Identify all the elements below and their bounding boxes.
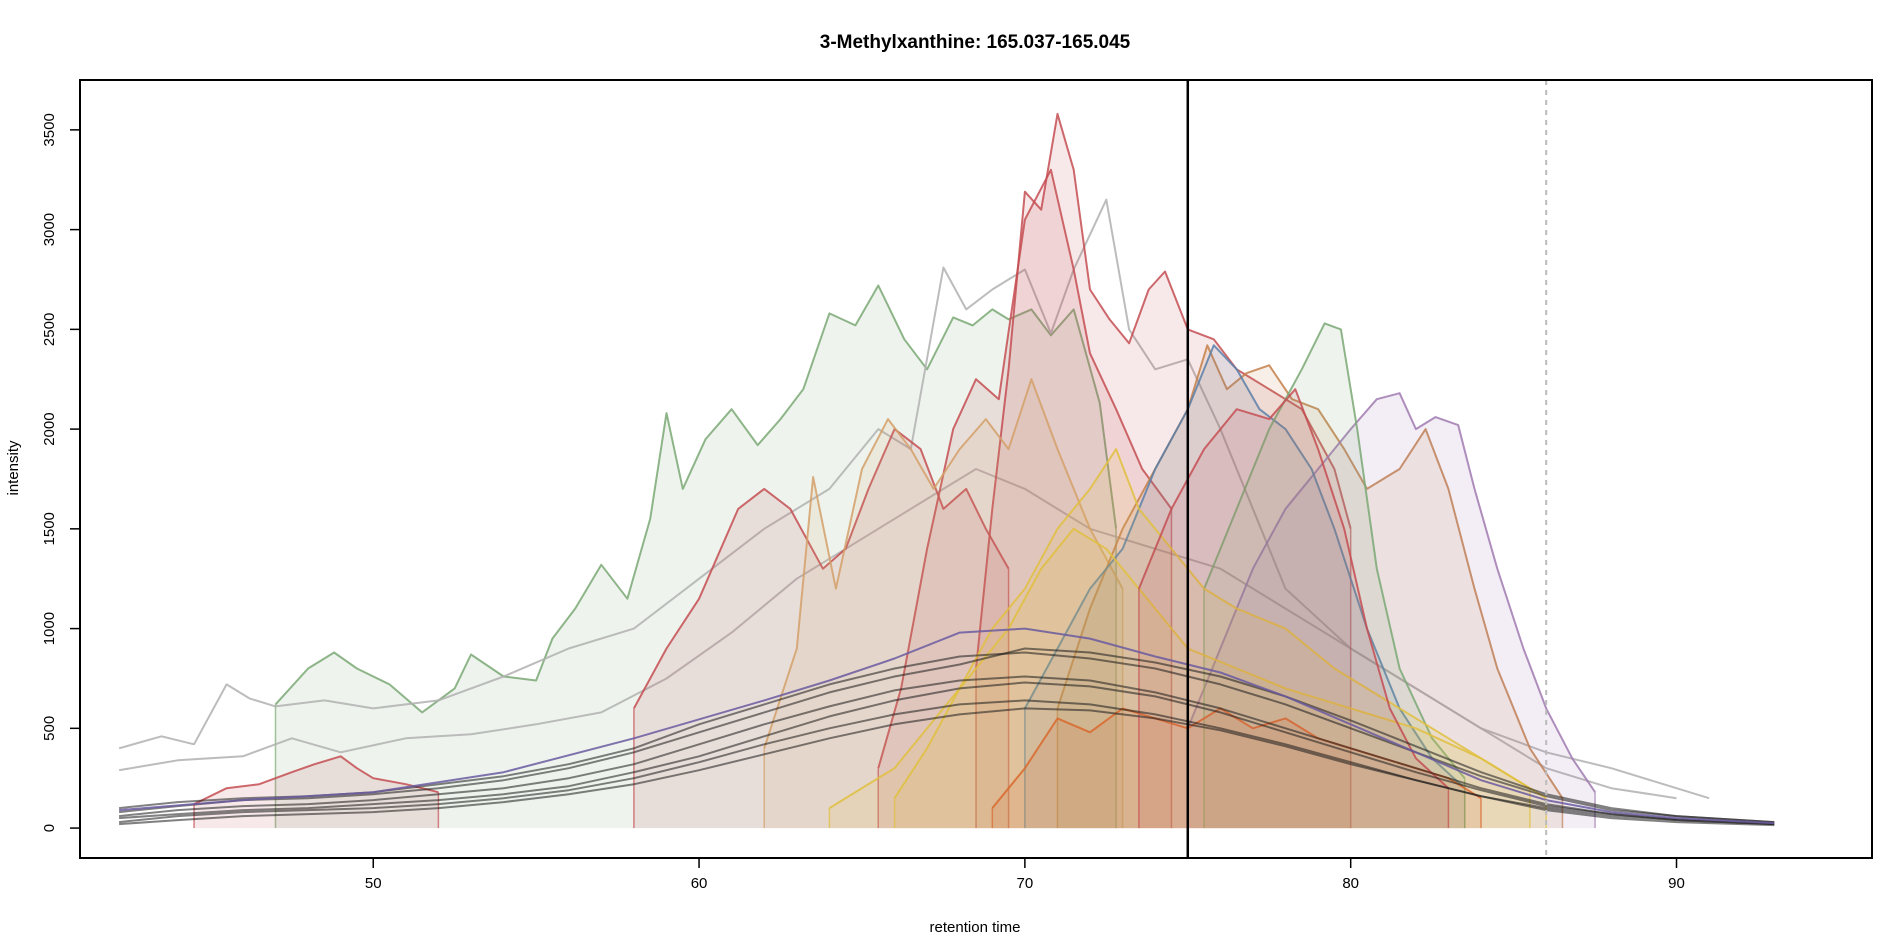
series-6-area: [633, 429, 1009, 829]
x-tick-label: 50: [365, 875, 382, 892]
series-3: [118, 468, 1710, 800]
series-10-line: [1024, 344, 1466, 789]
series-16-area: [1138, 389, 1449, 829]
y-tick-label: 2500: [41, 313, 58, 346]
series-14-area: [992, 708, 1481, 829]
series-4-area: [976, 113, 1351, 829]
series-16: [1137, 388, 1450, 829]
series-6-line: [633, 428, 1010, 709]
series-8-area: [1057, 345, 1563, 829]
series-5: [877, 168, 1173, 829]
series-5-area: [878, 169, 1172, 829]
series-18: [118, 675, 1775, 825]
plot-frame: [79, 79, 1873, 859]
y-tick-label: 1500: [41, 512, 58, 545]
series-1-line: [274, 284, 1118, 714]
series-21-line: [119, 681, 1775, 826]
series-11-line: [1203, 322, 1466, 779]
series-23-line: [119, 627, 1775, 825]
series-3-line: [118, 468, 1710, 800]
reference-lines: [1186, 80, 1548, 858]
x-tick-label: 80: [1342, 875, 1359, 892]
y-axis-label: intensity: [5, 440, 22, 496]
y-tick-label: 1000: [41, 612, 58, 645]
series-6: [633, 428, 1010, 829]
y-tick-label: 500: [41, 716, 58, 741]
series-5-line: [877, 168, 1173, 769]
y-tick-label: 2000: [41, 412, 58, 445]
series-layer: [118, 112, 1775, 829]
series-20-line: [118, 647, 1775, 824]
series-15-line: [193, 755, 439, 805]
series-20: [118, 647, 1775, 824]
x-tick-label: 90: [1668, 875, 1685, 892]
series-23: [119, 627, 1775, 825]
chart-title: 3-Methylxanthine: 165.037-165.045: [820, 32, 1131, 53]
series-21: [119, 681, 1775, 826]
y-tick-label: 0: [41, 824, 58, 832]
series-7-area: [764, 379, 1123, 829]
x-axis-label: retention time: [930, 919, 1021, 936]
series-16-line: [1137, 388, 1450, 789]
series-9-line: [1186, 392, 1596, 793]
series-2-line: [118, 198, 1677, 800]
x-tick-label: 60: [691, 875, 708, 892]
series-22: [119, 707, 1775, 827]
series-9-area: [1187, 393, 1596, 829]
series-10-area: [1024, 345, 1465, 829]
series-18-line: [118, 675, 1775, 825]
series-1-area: [275, 285, 1117, 829]
series-12-line: [893, 448, 1531, 799]
y-tick-label: 3000: [41, 213, 58, 246]
series-2: [118, 198, 1677, 800]
series-22-line: [119, 707, 1775, 827]
series-7-line: [763, 378, 1124, 749]
x-tick-label: 70: [1017, 875, 1034, 892]
series-4-line: [975, 112, 1352, 669]
y-tick-label: 3500: [41, 113, 58, 146]
series-11-area: [1204, 323, 1465, 829]
